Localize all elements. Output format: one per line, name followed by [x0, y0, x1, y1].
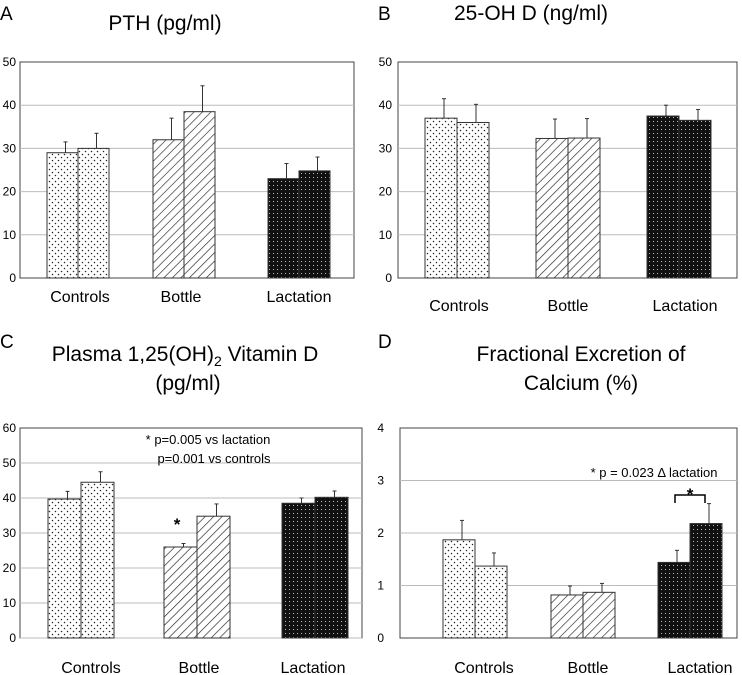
y-tick-label: 10 — [379, 228, 393, 242]
y-tick-label: 3 — [377, 474, 384, 488]
bar — [424, 117, 458, 279]
panel-d: D Fractional Excretion of Calcium (%) 0 1… — [377, 332, 738, 675]
x-category-label: Controls — [429, 298, 489, 315]
x-category-label: Controls — [454, 660, 514, 675]
panel-d-title-line1: Fractional Excretion of — [477, 343, 686, 366]
bar — [567, 137, 601, 279]
significance-star: * — [687, 485, 694, 504]
x-category-label: Lactation — [653, 298, 718, 315]
bar — [456, 121, 490, 279]
panel-c-title-sub: 2 — [214, 353, 222, 369]
bar — [77, 147, 110, 279]
bar — [535, 137, 569, 279]
panel-c: C Plasma 1,25(OH)2 Vitamin D (pg/ml) 0 10… — [0, 332, 363, 675]
y-tick-label: 20 — [3, 561, 17, 575]
bar — [314, 496, 349, 639]
y-tick-label: 40 — [379, 98, 393, 112]
panel-c-title-line2: (pg/ml) — [155, 372, 220, 395]
y-tick-label: 4 — [377, 421, 384, 435]
y-tick-label: 40 — [3, 491, 17, 505]
x-category-label: Controls — [50, 289, 110, 306]
y-tick-label: 50 — [3, 456, 17, 470]
panel-a-title: PTH (pg/ml) — [108, 12, 221, 35]
y-tick-label: 30 — [3, 526, 17, 540]
panel-a-plot: 0 10 20 30 40 50 Controls Bottle Lactation — [3, 55, 354, 306]
y-tick-label: 30 — [3, 141, 17, 155]
panel-a: A PTH (pg/ml) 0 10 20 30 40 50 Controls Bottle L… — [0, 4, 355, 306]
bar — [442, 539, 476, 639]
bar — [163, 546, 198, 639]
bar — [678, 119, 712, 279]
x-category-label: Bottle — [161, 289, 202, 306]
y-tick-label: 50 — [379, 55, 393, 69]
y-tick-label: 0 — [9, 631, 16, 645]
bar — [267, 178, 300, 279]
bar — [646, 115, 680, 279]
panel-b: B 25-OH D (ng/ml) 0 10 20 30 40 50 Controls Bot… — [378, 2, 738, 315]
annotation-text: p=0.001 vs controls — [157, 451, 271, 466]
y-tick-label: 50 — [3, 55, 17, 69]
y-tick-label: 0 — [385, 271, 392, 285]
panel-b-plot: 0 10 20 30 40 50 Controls Bottle Lactation — [379, 55, 737, 315]
bar — [298, 170, 331, 279]
bar — [689, 523, 723, 639]
y-tick-label: 10 — [3, 228, 17, 242]
panel-d-title-line2: Calcium (%) — [524, 372, 638, 395]
x-category-label: Bottle — [548, 298, 589, 315]
annotation-text: * p=0.005 vs lactation — [146, 432, 271, 447]
y-tick-label: 60 — [3, 421, 17, 435]
panel-c-title-main: Plasma 1,25(OH) — [52, 343, 214, 366]
bar — [582, 591, 616, 639]
panel-c-plot: 0 10 20 30 40 50 60 Controls Bottle Lactation * p=… — [3, 421, 362, 675]
y-tick-label: 20 — [3, 185, 17, 199]
panel-a-letter: A — [0, 4, 13, 25]
y-tick-label: 10 — [3, 596, 17, 610]
bar — [196, 515, 231, 639]
panel-c-title-rest: Vitamin D — [222, 343, 318, 366]
bar — [550, 594, 584, 639]
bar — [281, 502, 316, 639]
x-category-label: Bottle — [568, 660, 609, 675]
bar — [657, 561, 691, 639]
significance-bracket — [674, 494, 706, 503]
bar — [152, 139, 185, 279]
panel-d-plot: 0 1 2 3 4 Controls Bottle Lactation * p = 0.023 … — [377, 421, 737, 675]
annotation-text: * p = 0.023 Δ lactation — [591, 465, 718, 480]
panel-d-letter: D — [378, 332, 392, 353]
y-tick-label: 1 — [377, 579, 384, 593]
bar — [80, 481, 115, 639]
x-category-label: Controls — [61, 660, 121, 675]
panel-c-letter: C — [0, 332, 14, 353]
bar — [46, 152, 79, 279]
bar — [183, 111, 216, 279]
x-category-label: Lactation — [668, 660, 733, 675]
x-category-label: Bottle — [179, 660, 220, 675]
y-tick-label: 0 — [9, 271, 16, 285]
bar — [474, 565, 508, 639]
y-tick-label: 2 — [377, 526, 384, 540]
x-category-label: Lactation — [267, 289, 332, 306]
panel-b-letter: B — [378, 4, 391, 25]
panel-b-title: 25-OH D (ng/ml) — [454, 2, 608, 25]
x-category-label: Lactation — [281, 660, 346, 675]
panel-c-title: Plasma 1,25(OH)2 Vitamin D — [52, 343, 319, 369]
significance-star: * — [174, 515, 181, 534]
y-tick-label: 30 — [379, 141, 393, 155]
y-tick-label: 40 — [3, 98, 17, 112]
y-tick-label: 20 — [379, 185, 393, 199]
y-tick-label: 0 — [377, 631, 384, 645]
bar — [47, 498, 82, 639]
